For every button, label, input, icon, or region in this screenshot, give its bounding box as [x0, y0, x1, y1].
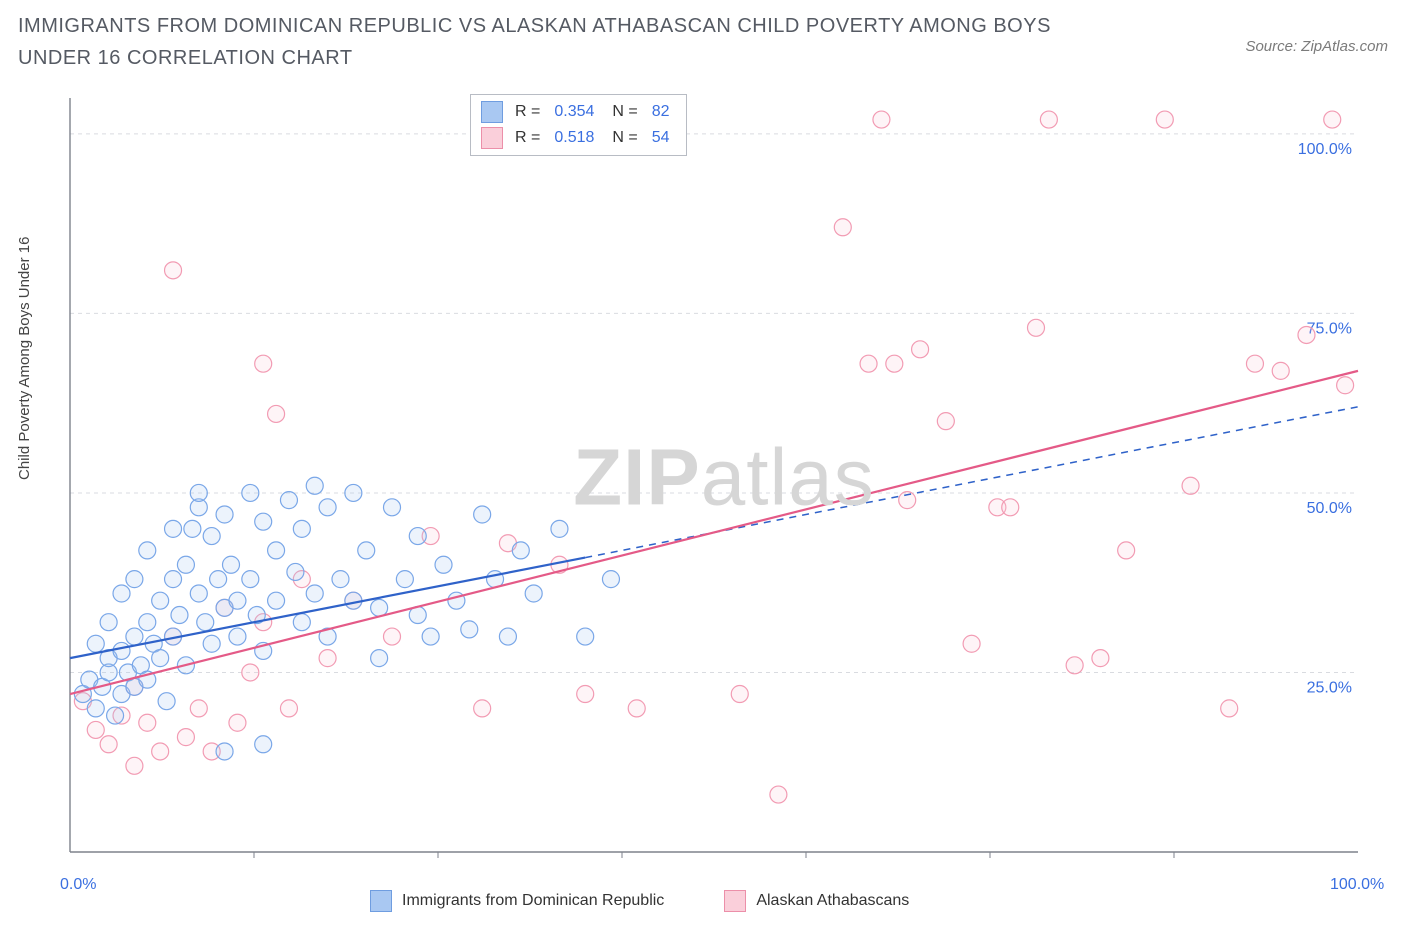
swatch-dominican — [481, 101, 503, 123]
swatch-athabascan-bottom — [724, 890, 746, 912]
n-value-athabascan: 54 — [652, 125, 670, 151]
chart-title: IMMIGRANTS FROM DOMINICAN REPUBLIC VS AL… — [18, 10, 1118, 74]
svg-text:100.0%: 100.0% — [1298, 141, 1352, 158]
plot-area: ZIPatlas 25.0%50.0%75.0%100.0% — [60, 92, 1388, 872]
legend-row-dominican: R = 0.354 N = 82 — [481, 99, 676, 125]
r-value-athabascan: 0.518 — [554, 125, 594, 151]
r-value-dominican: 0.354 — [554, 99, 594, 125]
legend-item-athabascan: Alaskan Athabascans — [724, 890, 909, 912]
svg-text:50.0%: 50.0% — [1307, 500, 1352, 517]
legend-item-dominican: Immigrants from Dominican Republic — [370, 890, 664, 912]
n-value-dominican: 82 — [652, 99, 670, 125]
legend-series: Immigrants from Dominican Republic Alask… — [370, 890, 909, 912]
legend-correlation: R = 0.354 N = 82 R = 0.518 N = 54 — [470, 94, 687, 156]
x-tick-0: 0.0% — [60, 876, 96, 894]
y-axis-label: Child Poverty Among Boys Under 16 — [16, 237, 33, 480]
source-credit: Source: ZipAtlas.com — [1245, 38, 1388, 55]
swatch-dominican-bottom — [370, 890, 392, 912]
legend-row-athabascan: R = 0.518 N = 54 — [481, 125, 676, 151]
swatch-athabascan — [481, 127, 503, 149]
watermark: ZIPatlas — [573, 431, 874, 523]
x-tick-100: 100.0% — [1330, 876, 1384, 894]
svg-text:25.0%: 25.0% — [1307, 679, 1352, 696]
